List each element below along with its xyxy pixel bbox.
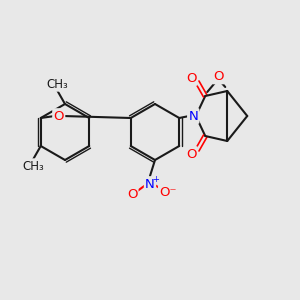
Text: O⁻: O⁻: [159, 185, 177, 199]
Text: N: N: [188, 110, 198, 122]
Text: O: O: [186, 71, 196, 85]
Text: CH₃: CH₃: [22, 160, 44, 172]
Text: O: O: [186, 148, 196, 160]
Text: +: +: [153, 176, 159, 184]
Text: CH₃: CH₃: [46, 77, 68, 91]
Text: O: O: [127, 188, 137, 200]
Text: N: N: [145, 178, 155, 190]
Text: O: O: [53, 110, 64, 122]
Text: O: O: [213, 70, 224, 83]
